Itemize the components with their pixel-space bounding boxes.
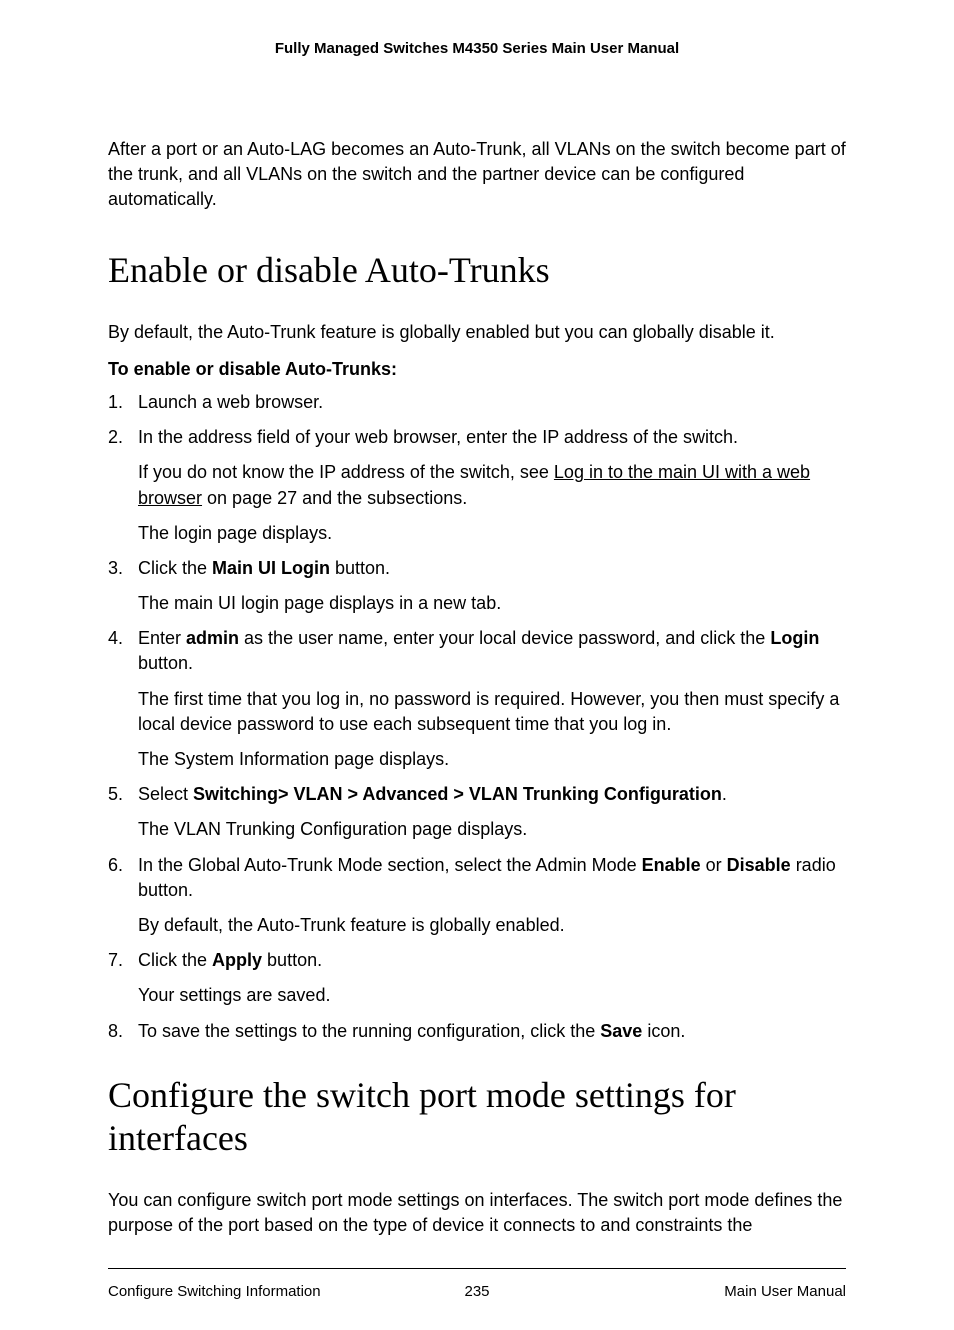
step-3-sub1: The main UI login page displays in a new… <box>138 591 846 616</box>
step-2-sub2: The login page displays. <box>138 521 846 546</box>
step-4-bold2: Login <box>770 628 819 648</box>
step-6-a: In the Global Auto-Trunk Mode section, s… <box>138 855 642 875</box>
page-footer: Configure Switching Information 235 Main… <box>108 1283 846 1330</box>
step-4-bold1: admin <box>186 628 239 648</box>
step-6-b: or <box>701 855 727 875</box>
step-5-bold: Switching> VLAN > Advanced > VLAN Trunki… <box>193 784 722 804</box>
section-heading-auto-trunks: Enable or disable Auto-Trunks <box>108 249 846 292</box>
intro-paragraph: After a port or an Auto-LAG becomes an A… <box>108 137 846 213</box>
footer-right: Main User Manual <box>600 1283 846 1300</box>
section-heading-switch-port-mode: Configure the switch port mode settings … <box>108 1074 846 1160</box>
step-3-bold: Main UI Login <box>212 558 330 578</box>
footer-left: Configure Switching Information <box>108 1283 354 1300</box>
step-6-bold2: Disable <box>727 855 791 875</box>
step-7: Click the Apply button. Your settings ar… <box>108 948 846 1008</box>
step-3-b: button. <box>330 558 390 578</box>
step-5-a: Select <box>138 784 193 804</box>
step-4: Enter admin as the user name, enter your… <box>108 626 846 772</box>
step-4-b: as the user name, enter your local devic… <box>239 628 770 648</box>
step-8: To save the settings to the running conf… <box>108 1019 846 1044</box>
step-4-sub1: The first time that you log in, no passw… <box>138 687 846 737</box>
step-4-c: button. <box>138 653 193 673</box>
step-1-text: Launch a web browser. <box>138 392 323 412</box>
step-6: In the Global Auto-Trunk Mode section, s… <box>108 853 846 939</box>
step-2-sub1: If you do not know the IP address of the… <box>138 460 846 510</box>
step-7-a: Click the <box>138 950 212 970</box>
section2-para1: You can configure switch port mode setti… <box>108 1188 846 1238</box>
step-1: Launch a web browser. <box>108 390 846 415</box>
step-5-b: . <box>722 784 727 804</box>
step-5: Select Switching> VLAN > Advanced > VLAN… <box>108 782 846 842</box>
footer-page-number: 235 <box>354 1283 600 1300</box>
step-5-sub1: The VLAN Trunking Configuration page dis… <box>138 817 846 842</box>
footer-rule <box>108 1268 846 1269</box>
step-8-b: icon. <box>642 1021 685 1041</box>
step-8-a: To save the settings to the running conf… <box>138 1021 600 1041</box>
step-8-bold: Save <box>600 1021 642 1041</box>
step-4-sub2: The System Information page displays. <box>138 747 846 772</box>
running-header: Fully Managed Switches M4350 Series Main… <box>108 40 846 57</box>
step-2-sub1-b: on page 27 and the subsections. <box>202 488 467 508</box>
step-3-a: Click the <box>138 558 212 578</box>
section1-para1: By default, the Auto-Trunk feature is gl… <box>108 320 846 345</box>
procedure-steps: Launch a web browser. In the address fie… <box>108 390 846 1044</box>
procedure-lead: To enable or disable Auto-Trunks: <box>108 359 846 380</box>
step-2-sub1-a: If you do not know the IP address of the… <box>138 462 554 482</box>
step-6-sub1: By default, the Auto-Trunk feature is gl… <box>138 913 846 938</box>
step-7-bold: Apply <box>212 950 262 970</box>
step-7-b: button. <box>262 950 322 970</box>
step-6-bold1: Enable <box>642 855 701 875</box>
document-page: Fully Managed Switches M4350 Series Main… <box>0 0 954 1330</box>
step-3: Click the Main UI Login button. The main… <box>108 556 846 616</box>
step-2: In the address field of your web browser… <box>108 425 846 546</box>
step-7-sub1: Your settings are saved. <box>138 983 846 1008</box>
step-2-text: In the address field of your web browser… <box>138 427 738 447</box>
step-4-a: Enter <box>138 628 186 648</box>
